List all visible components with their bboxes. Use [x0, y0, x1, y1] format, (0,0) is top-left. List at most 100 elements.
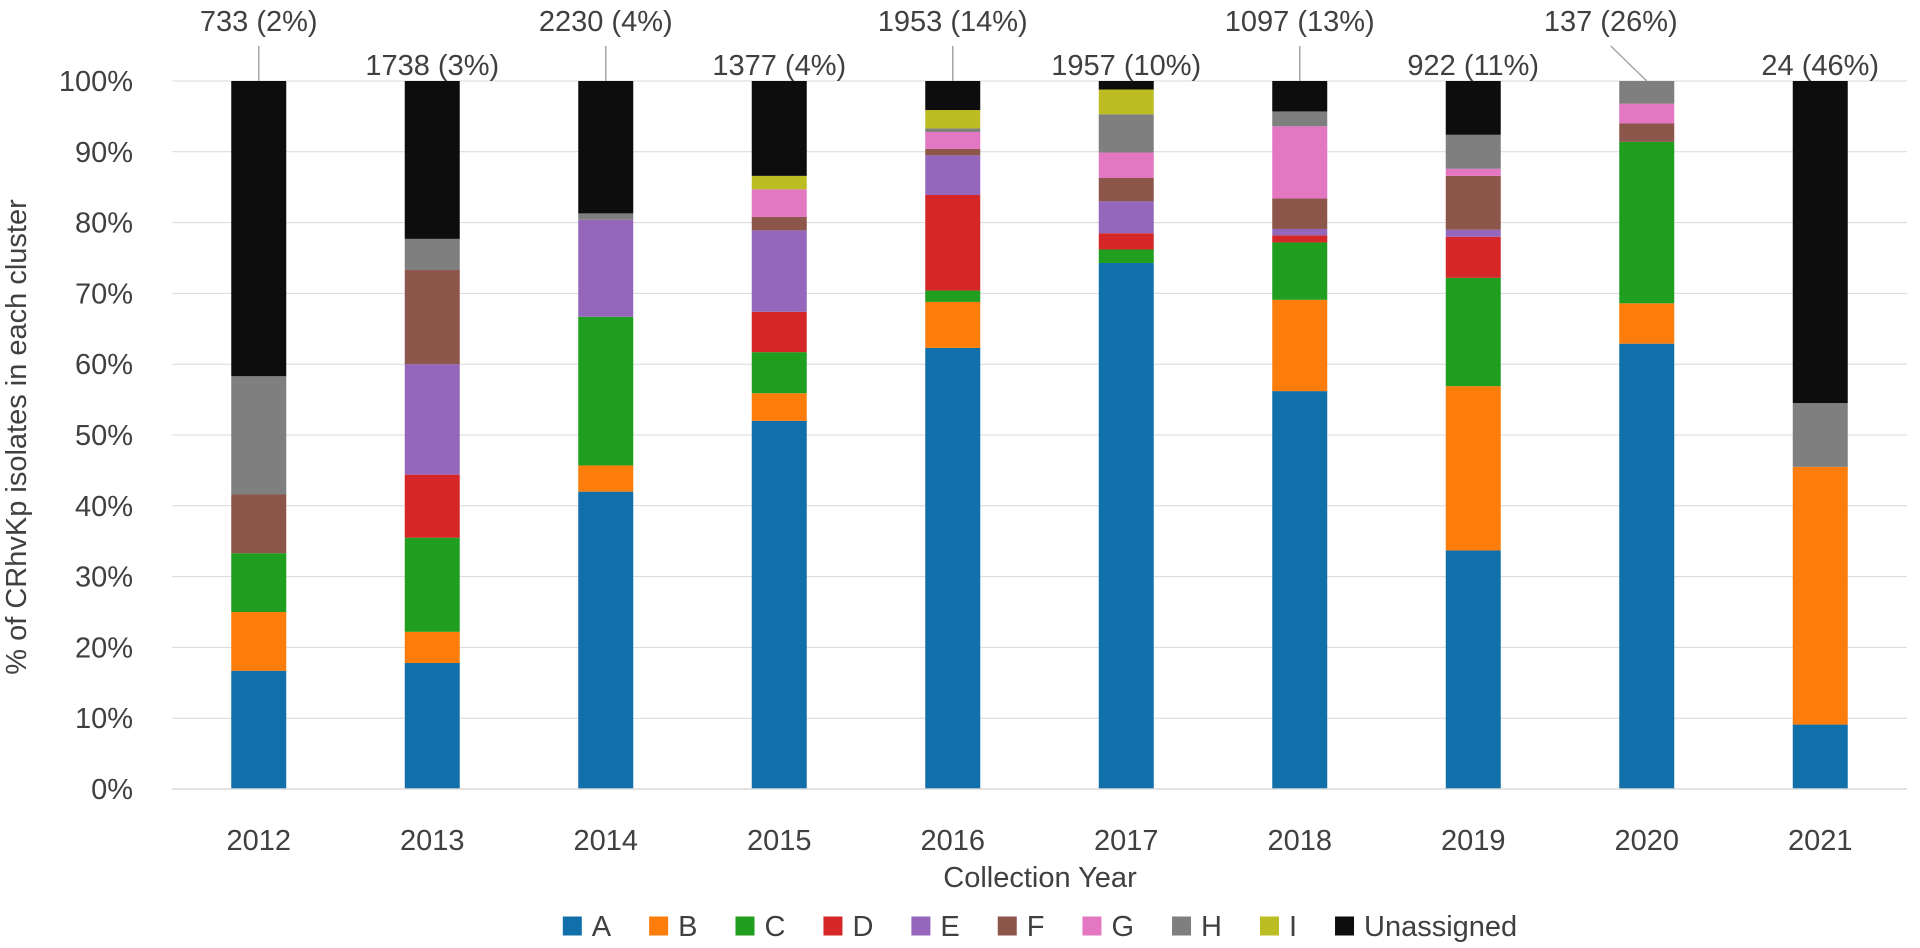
bar-segment-d-2018	[1272, 235, 1328, 243]
bar-segment-h-2021	[1792, 403, 1848, 467]
x-tick-label: 2013	[400, 825, 465, 857]
bar-segment-g-2015	[751, 189, 807, 217]
bar-total-label: 1377 (4%)	[712, 50, 846, 82]
y-tick-label: 80%	[75, 208, 133, 240]
bar-segment-h-2014	[578, 213, 634, 220]
y-tick-label: 60%	[75, 349, 133, 381]
bar-segment-a-2013	[404, 662, 460, 789]
legend-label-f: F	[1027, 911, 1045, 943]
bar-segment-e-2014	[578, 219, 634, 317]
bar-total-label: 24 (46%)	[1761, 50, 1879, 82]
bar-segment-f-2015	[751, 216, 807, 231]
bar-segment-b-2018	[1272, 299, 1328, 392]
bar-segment-b-2012	[231, 612, 287, 671]
x-tick-label: 2017	[1094, 825, 1159, 857]
legend-label-h: H	[1201, 911, 1222, 943]
bar-segment-unassigned-2018	[1272, 81, 1328, 112]
y-axis-title: % of CRhvKp isolates in each cluster	[1, 199, 33, 675]
bar-segment-unassigned-2015	[751, 81, 807, 176]
legend-swatch-e	[911, 916, 931, 936]
legend-label-b: B	[678, 911, 697, 943]
bar-segment-f-2017	[1098, 177, 1154, 202]
legend-swatch-d	[823, 916, 843, 936]
bar-segment-a-2019	[1445, 550, 1501, 789]
bar-segment-c-2015	[751, 352, 807, 394]
legend-swatch-f	[997, 916, 1017, 936]
bar-segment-h-2016	[925, 128, 981, 132]
bar-segment-a-2015	[751, 420, 807, 789]
bar-segment-a-2014	[578, 491, 634, 789]
bar-segment-f-2012	[231, 494, 287, 554]
bar-segment-c-2017	[1098, 249, 1154, 263]
bar-segment-h-2017	[1098, 114, 1154, 153]
bar-segment-c-2020	[1619, 141, 1675, 304]
bar-segment-e-2015	[751, 230, 807, 312]
bar-segment-a-2020	[1619, 343, 1675, 789]
bar-segment-b-2015	[751, 393, 807, 421]
bar-segment-c-2013	[404, 537, 460, 632]
y-gridlines	[172, 80, 1907, 719]
x-axis-title: Collection Year	[943, 862, 1137, 894]
legend-label-e: E	[940, 911, 959, 943]
x-tick-label: 2018	[1267, 825, 1332, 857]
x-tick-label: 2014	[573, 825, 638, 857]
y-tick-labels: 0% 10% 20% 30% 40% 50% 60% 70% 80% 90% 100%	[59, 66, 133, 806]
x-tick-label: 2021	[1788, 825, 1853, 857]
bar-segment-d-2019	[1445, 236, 1501, 278]
bar-segment-d-2013	[404, 474, 460, 538]
bar-segment-d-2015	[751, 311, 807, 353]
bar-segment-unassigned-2014	[578, 81, 634, 214]
bar-segment-g-2017	[1098, 152, 1154, 178]
legend-label-a: A	[592, 911, 612, 943]
bar-segment-unassigned-2012	[231, 81, 287, 377]
bar-total-label: 922 (11%)	[1407, 50, 1539, 82]
bar-total-label: 1738 (3%)	[365, 50, 499, 82]
bar-segment-i-2017	[1098, 89, 1154, 115]
legend-swatch-unassigned	[1335, 916, 1355, 936]
bar-segment-g-2019	[1445, 168, 1501, 176]
bar-total-label: 733 (2%)	[200, 6, 318, 38]
legend-swatch-g	[1082, 916, 1102, 936]
bar-segment-d-2017	[1098, 233, 1154, 250]
x-tick-label: 2012	[226, 825, 291, 857]
bar-segment-g-2018	[1272, 126, 1328, 199]
bar-segment-h-2020	[1619, 81, 1675, 104]
bar-segment-f-2016	[925, 148, 981, 156]
y-tick-label: 40%	[75, 491, 133, 523]
bar-total-labels: 733 (2%) 1738 (3%) 2230 (4%) 1377 (4%) 1953 …	[200, 6, 1879, 82]
x-tick-label: 2015	[747, 825, 812, 857]
bar-segment-f-2019	[1445, 175, 1501, 230]
bar-segment-unassigned-2019	[1445, 81, 1501, 135]
bar-total-label: 2230 (4%)	[539, 6, 673, 38]
bar-segment-g-2016	[925, 131, 981, 149]
bar-segment-f-2013	[404, 270, 460, 365]
bar-segment-a-2017	[1098, 262, 1154, 789]
legend-swatch-b	[649, 916, 669, 936]
bar-segment-c-2014	[578, 316, 634, 466]
bar-segment-e-2017	[1098, 201, 1154, 234]
bar-segment-e-2018	[1272, 228, 1328, 236]
legend-label-c: C	[764, 911, 785, 943]
x-tick-label: 2020	[1614, 825, 1679, 857]
y-tick-label: 70%	[75, 278, 133, 310]
legend-swatch-i	[1259, 916, 1279, 936]
bars	[231, 81, 1848, 789]
bar-segment-b-2016	[925, 301, 981, 348]
bar-segment-a-2021	[1792, 724, 1848, 789]
bar-segment-d-2016	[925, 194, 981, 291]
legend-label-d: D	[852, 911, 873, 943]
legend-swatch-a	[562, 916, 582, 936]
bar-segment-e-2013	[404, 364, 460, 475]
bar-total-label: 1097 (13%)	[1225, 6, 1375, 38]
bar-segment-c-2016	[925, 290, 981, 302]
bar-segment-h-2018	[1272, 111, 1328, 127]
legend-label-g: G	[1111, 911, 1134, 943]
bar-segment-e-2019	[1445, 229, 1501, 237]
bar-segment-b-2020	[1619, 303, 1675, 344]
y-tick-label: 20%	[75, 632, 133, 664]
bar-segment-i-2015	[751, 175, 807, 190]
legend-swatch-h	[1172, 916, 1192, 936]
bar-segment-h-2019	[1445, 134, 1501, 169]
bar-segment-unassigned-2013	[404, 81, 460, 239]
bar-segment-i-2016	[925, 110, 981, 129]
